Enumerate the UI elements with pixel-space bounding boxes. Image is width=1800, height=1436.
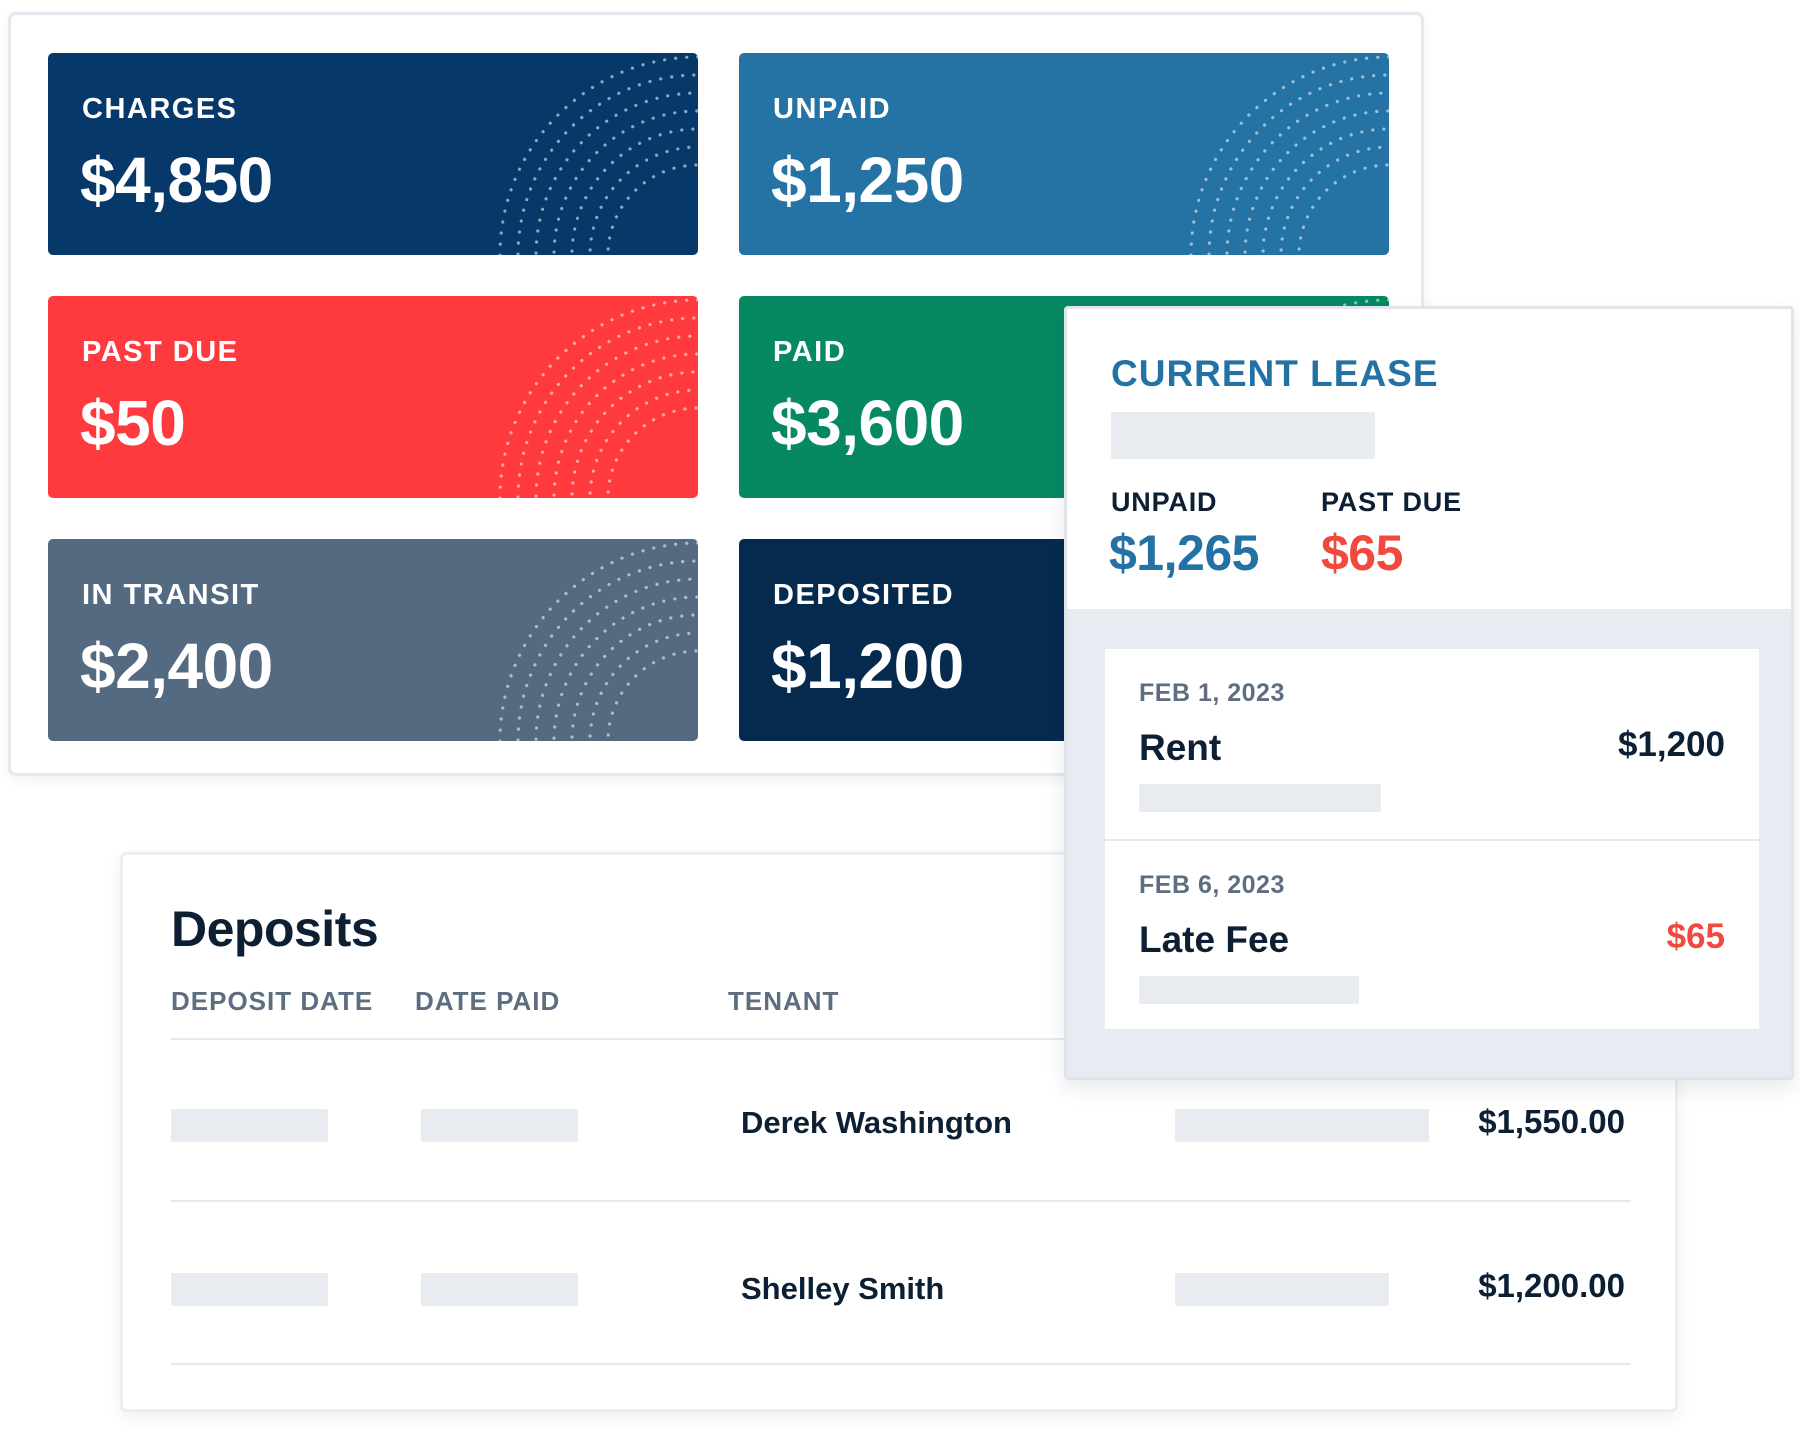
charge-item-rent[interactable]: FEB 1, 2023 Rent $1,200: [1105, 649, 1759, 841]
placeholder-bar: [421, 1273, 578, 1306]
dot-pattern-icon: [1189, 55, 1389, 255]
stat-value: $3,600: [771, 387, 964, 459]
dot-pattern-icon: [498, 541, 698, 741]
placeholder-bar: [171, 1109, 328, 1142]
lease-header: CURRENT LEASE UNPAID $1,265 PAST DUE $65: [1067, 309, 1791, 609]
charge-item-late-fee[interactable]: FEB 6, 2023 Late Fee $65: [1105, 841, 1759, 1031]
stat-label: PAST DUE: [82, 336, 239, 368]
placeholder-bar: [1111, 412, 1375, 459]
lease-charges-list: FEB 1, 2023 Rent $1,200 FEB 6, 2023 Late…: [1105, 649, 1759, 1029]
lease-unpaid-label: UNPAID: [1111, 487, 1218, 517]
stat-label: IN TRANSIT: [82, 579, 260, 611]
charge-name: Rent: [1139, 727, 1222, 768]
stat-value: $1,250: [771, 144, 964, 216]
row-divider: [171, 1363, 1631, 1365]
stat-value: $4,850: [80, 144, 273, 216]
charge-date: FEB 6, 2023: [1139, 871, 1285, 899]
placeholder-bar: [1139, 784, 1381, 812]
lease-past-due-label: PAST DUE: [1321, 487, 1462, 517]
tenant-name: Shelley Smith: [741, 1271, 945, 1306]
stat-card-charges[interactable]: CHARGES $4,850: [48, 53, 698, 255]
placeholder-bar: [171, 1273, 328, 1306]
charge-divider: [1105, 839, 1759, 841]
dot-pattern-icon: [498, 298, 698, 498]
column-header-date-paid[interactable]: DATE PAID: [415, 986, 561, 1016]
dot-pattern-icon: [498, 55, 698, 255]
charge-date: FEB 1, 2023: [1139, 679, 1285, 707]
placeholder-bar: [1175, 1273, 1389, 1306]
stat-card-past-due[interactable]: PAST DUE $50: [48, 296, 698, 498]
stat-label: PAID: [773, 336, 847, 368]
stat-label: UNPAID: [773, 93, 892, 125]
stat-value: $50: [80, 387, 186, 459]
lease-past-due-value: $65: [1321, 525, 1403, 581]
stat-card-unpaid[interactable]: UNPAID $1,250: [739, 53, 1389, 255]
deposit-amount: $1,200.00: [1478, 1267, 1625, 1304]
lease-title: CURRENT LEASE: [1111, 353, 1439, 394]
column-header-deposit-date[interactable]: DEPOSIT DATE: [171, 986, 374, 1016]
row-divider: [171, 1200, 1631, 1202]
placeholder-bar: [421, 1109, 578, 1142]
stat-card-in-transit[interactable]: IN TRANSIT $2,400: [48, 539, 698, 741]
charge-name: Late Fee: [1139, 919, 1290, 960]
lease-unpaid-value: $1,265: [1109, 525, 1259, 581]
deposits-title: Deposits: [171, 901, 379, 957]
stat-value: $1,200: [771, 630, 964, 702]
stat-label: DEPOSITED: [773, 579, 955, 611]
deposit-amount: $1,550.00: [1478, 1103, 1625, 1140]
header-divider: [171, 1038, 1631, 1040]
placeholder-bar: [1175, 1109, 1429, 1142]
placeholder-bar: [1139, 976, 1359, 1004]
column-header-tenant[interactable]: TENANT: [728, 986, 840, 1016]
tenant-name: Derek Washington: [741, 1105, 1012, 1140]
current-lease-panel: CURRENT LEASE UNPAID $1,265 PAST DUE $65…: [1064, 306, 1794, 1080]
stat-label: CHARGES: [82, 93, 238, 125]
stat-value: $2,400: [80, 630, 273, 702]
charge-amount: $1,200: [1617, 725, 1725, 764]
charge-amount: $65: [1666, 917, 1725, 956]
